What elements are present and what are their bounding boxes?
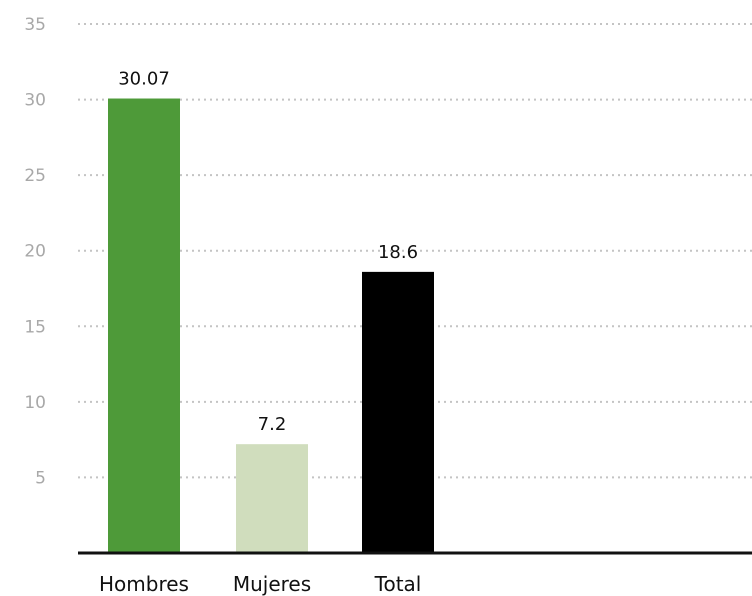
- y-tick-label: 35: [24, 15, 46, 35]
- y-tick-label: 15: [24, 317, 46, 337]
- y-tick-label: 25: [24, 166, 46, 186]
- y-tick-label: 10: [24, 393, 46, 413]
- x-category-label: Total: [374, 572, 422, 596]
- y-tick-label: 30: [24, 91, 46, 111]
- bar-value-label: 30.07: [118, 69, 170, 90]
- bar-hombres: [108, 98, 180, 553]
- y-tick-label: 5: [35, 468, 46, 488]
- x-category-label: Mujeres: [233, 572, 311, 596]
- bar-mujeres: [236, 444, 308, 553]
- y-tick-label: 20: [24, 242, 46, 262]
- bar-total: [362, 271, 434, 553]
- x-category-label: Hombres: [99, 572, 189, 596]
- bar-value-label: 7.2: [258, 414, 287, 435]
- bar-value-label: 18.6: [378, 242, 418, 263]
